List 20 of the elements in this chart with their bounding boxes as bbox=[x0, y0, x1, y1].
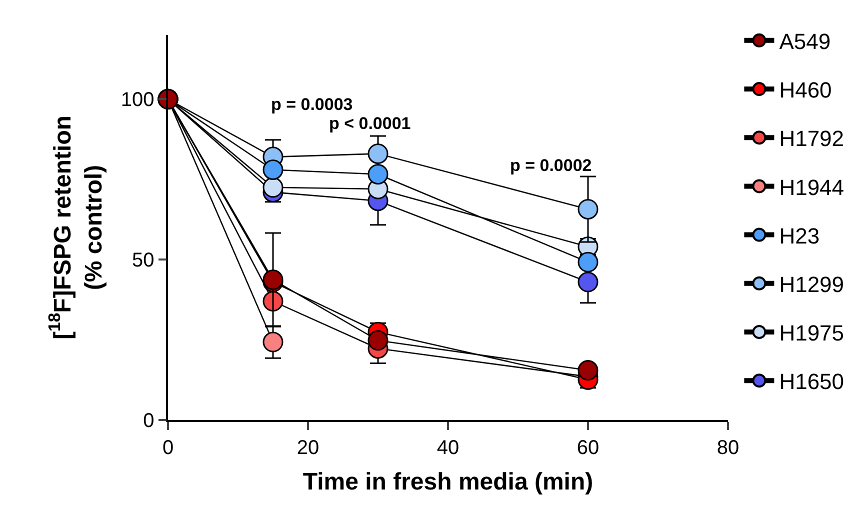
annotation: p = 0.0003 bbox=[271, 95, 353, 114]
legend-label: H23 bbox=[779, 223, 820, 248]
annotation: p < 0.0001 bbox=[329, 114, 411, 133]
x-tick-label: 40 bbox=[436, 436, 460, 459]
x-tick-label: 80 bbox=[716, 436, 740, 459]
x-tick-label: 20 bbox=[296, 436, 320, 459]
x-tick-label: 60 bbox=[576, 436, 600, 459]
legend-label: H1944 bbox=[779, 174, 844, 200]
legend-label: A549 bbox=[779, 28, 831, 54]
legend-label: H1299 bbox=[779, 272, 844, 297]
x-tick-label: 0 bbox=[162, 436, 174, 459]
y-tick-label: 100 bbox=[120, 89, 154, 112]
annotation: p = 0.0002 bbox=[510, 156, 592, 175]
y-tick-label: 0 bbox=[143, 410, 154, 432]
legend-label: H1975 bbox=[779, 320, 844, 346]
legend-label: H1792 bbox=[779, 126, 844, 152]
x-axis-title: Time in fresh media (min) bbox=[302, 468, 594, 496]
legend-label: H460 bbox=[779, 78, 832, 103]
legend-label: H1650 bbox=[779, 369, 844, 394]
y-tick-label: 50 bbox=[132, 250, 154, 272]
